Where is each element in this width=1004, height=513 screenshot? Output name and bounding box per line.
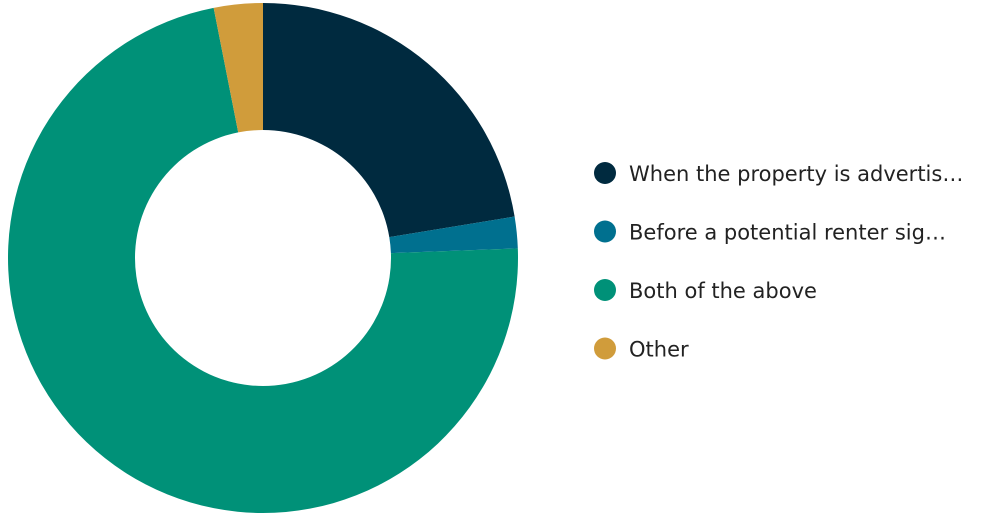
slice-3: [7, 7, 518, 513]
legend-item-2: Before a potential renter sig…: [594, 220, 946, 245]
legend-label: When the property is advertis…: [629, 162, 963, 186]
slices: [7, 3, 518, 513]
legend-marker: [594, 337, 616, 360]
legend-marker: [594, 220, 616, 243]
legend-item-1: When the property is advertis…: [594, 162, 963, 186]
slice-4: [213, 3, 263, 133]
slice-1: [263, 3, 515, 238]
legend-marker: [594, 162, 616, 184]
legend-label: Both of the above: [629, 279, 817, 303]
legend: When the property is advertis… Before a p…: [594, 162, 963, 362]
legend-item-3: Both of the above: [594, 279, 817, 303]
legend-marker: [594, 279, 616, 301]
legend-item-4: Other: [594, 337, 689, 362]
slice-2: [389, 216, 518, 254]
legend-label: Other: [629, 338, 689, 362]
legend-label: Before a potential renter sig…: [629, 221, 946, 245]
